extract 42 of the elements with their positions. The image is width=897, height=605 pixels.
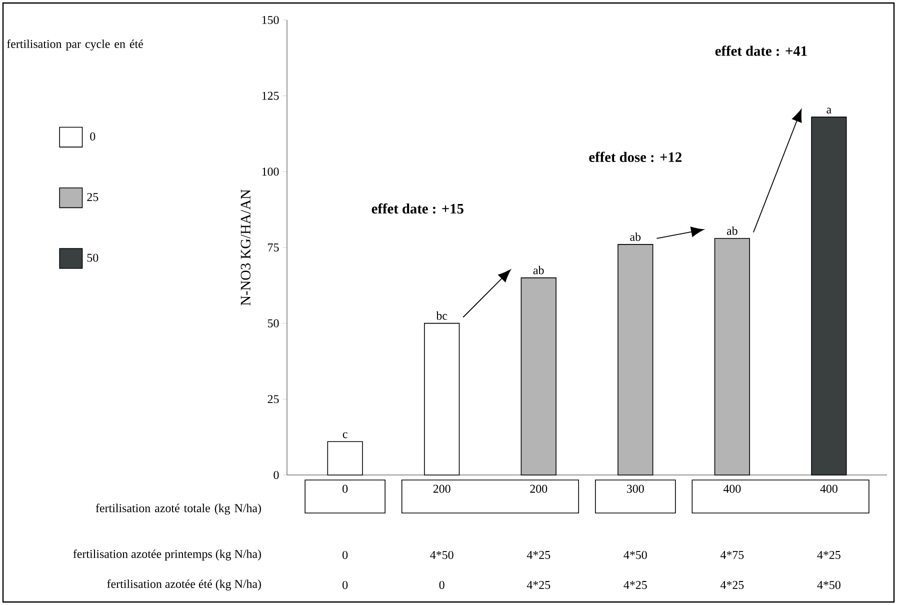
y-axis-title: N-NO3 KG/HA/AN — [240, 189, 250, 306]
annotation: effet dose : +12 — [589, 152, 682, 162]
text: 4*50 — [430, 550, 454, 560]
text: 0 — [342, 550, 348, 560]
x-tick-label: 200 — [530, 484, 548, 493]
x-axis-title: fertilisation azoté totale (kg N/ha) — [96, 504, 261, 515]
data-label: ab — [630, 232, 641, 241]
text: 0 — [342, 580, 348, 590]
text: fertilisation azotée printemps (kg N/ha) — [73, 549, 261, 560]
text: 4*25 — [526, 580, 550, 589]
x-tick-label: 400 — [820, 484, 838, 493]
text: 4*25 — [624, 580, 647, 589]
y-tick-label: 50 — [268, 319, 279, 328]
text: fertilisation azotée été (kg N/ha) — [107, 579, 261, 590]
x-tick-label: 0 — [342, 484, 348, 493]
y-tick-label: 150 — [262, 16, 279, 24]
x-tick-label: 200 — [433, 484, 450, 493]
data-label: ab — [726, 226, 738, 235]
text: 4*25 — [720, 580, 744, 589]
data-label: ab — [533, 266, 544, 274]
text: 4*50 — [624, 550, 647, 560]
legend-label: 0 — [90, 132, 96, 140]
data-label: bc — [436, 311, 448, 320]
legend-label: 50 — [87, 254, 98, 262]
y-tick-label: 25 — [268, 395, 279, 404]
annotation: effet date : +15 — [372, 203, 464, 214]
y-tick-label: 125 — [262, 92, 279, 100]
text: 4*25 — [817, 550, 840, 559]
x-tick-label: 300 — [627, 484, 644, 493]
text: 4*50 — [817, 580, 840, 590]
text: 4*25 — [526, 550, 550, 559]
y-tick-label: 100 — [262, 168, 279, 176]
legend-title: fertilisation par cycle en été — [7, 39, 143, 50]
y-tick-label: 75 — [268, 244, 279, 252]
legend-label: 25 — [87, 193, 98, 202]
annotation: effet date : +41 — [715, 46, 807, 56]
text: 0 — [439, 580, 444, 590]
data-label: c — [342, 432, 348, 438]
y-tick-label: 0 — [274, 470, 279, 480]
data-label: a — [826, 108, 832, 114]
x-tick-label: 400 — [723, 484, 741, 493]
text: 4*75 — [720, 550, 744, 559]
